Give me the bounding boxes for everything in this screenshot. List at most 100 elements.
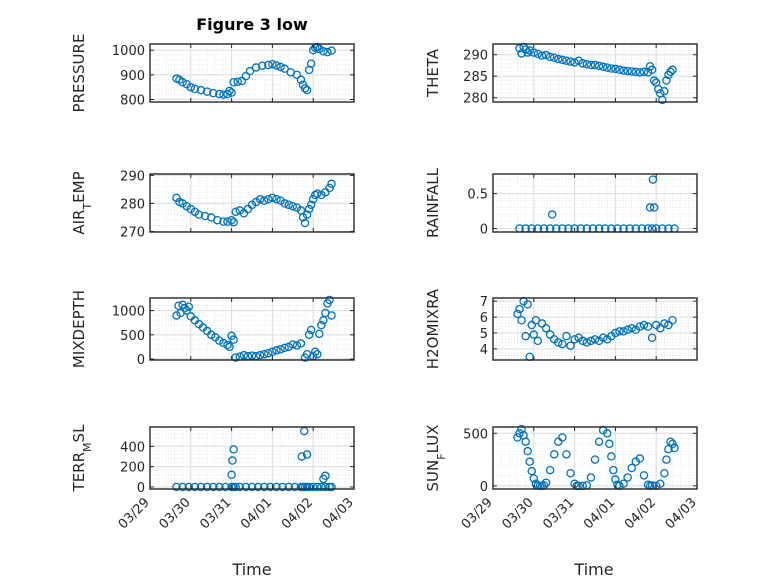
data-point bbox=[525, 457, 534, 466]
axes-box bbox=[492, 426, 698, 490]
data-point bbox=[228, 456, 237, 465]
y-tick-label: 500 bbox=[120, 329, 145, 344]
data-point bbox=[196, 85, 206, 95]
data-point bbox=[313, 349, 322, 359]
y-axis-label: AIRTEMP bbox=[70, 171, 94, 234]
data-point bbox=[631, 67, 641, 77]
data-series bbox=[515, 42, 677, 105]
data-point bbox=[245, 66, 255, 76]
data-series bbox=[172, 426, 336, 492]
data-point bbox=[302, 210, 312, 219]
data-point bbox=[607, 452, 616, 461]
data-point bbox=[664, 444, 673, 454]
data-point bbox=[521, 331, 530, 341]
subplot-air-temp: 270 280 290 AIRTEMP bbox=[70, 169, 355, 240]
y-axis-label-subscript: T bbox=[81, 203, 94, 211]
data-point bbox=[666, 67, 675, 77]
data-point bbox=[623, 325, 632, 335]
y-tick-label: 270 bbox=[120, 225, 145, 240]
axes-box bbox=[149, 426, 355, 490]
data-point bbox=[619, 479, 628, 488]
data-point bbox=[656, 479, 665, 488]
data-point bbox=[225, 86, 234, 96]
data-point bbox=[660, 87, 669, 96]
data-point bbox=[264, 348, 273, 358]
data-point bbox=[302, 450, 312, 459]
data-point bbox=[202, 482, 212, 492]
y-tick-label: 285 bbox=[463, 70, 488, 85]
data-point bbox=[515, 304, 524, 314]
data-point bbox=[280, 343, 289, 353]
data-point bbox=[639, 67, 649, 77]
y-tick-label: 500 bbox=[463, 427, 488, 442]
data-series bbox=[172, 295, 336, 362]
data-point bbox=[537, 51, 547, 60]
data-point bbox=[310, 190, 320, 200]
data-point bbox=[590, 60, 600, 70]
data-point bbox=[523, 48, 532, 57]
data-point bbox=[292, 70, 302, 80]
y-axis-label-part: MIXDEPTH bbox=[70, 290, 88, 368]
data-point bbox=[615, 327, 624, 336]
x-axis-label-left: Time bbox=[231, 560, 271, 579]
data-point bbox=[180, 303, 189, 313]
data-point bbox=[229, 445, 238, 454]
data-point bbox=[566, 341, 575, 350]
data-point bbox=[594, 437, 604, 446]
data-point bbox=[276, 62, 285, 72]
data-point bbox=[668, 316, 677, 325]
data-point bbox=[241, 71, 251, 81]
data-point bbox=[284, 482, 293, 492]
y-axis-label: RAINFALL bbox=[424, 167, 442, 238]
data-point bbox=[327, 482, 336, 492]
subplot-mixdepth: 0 500 1000 MIXDEPTH bbox=[70, 290, 355, 368]
data-point bbox=[251, 63, 261, 72]
data-series bbox=[172, 179, 336, 228]
data-point bbox=[666, 437, 675, 446]
subplot-theta: 280 285 290 THETA bbox=[424, 42, 698, 107]
data-point bbox=[213, 215, 222, 225]
data-point bbox=[660, 319, 669, 328]
y-axis-label-part: EMP bbox=[70, 171, 88, 202]
data-point bbox=[196, 482, 206, 492]
y-axis-label: TERRMSL bbox=[70, 424, 94, 493]
data-point bbox=[586, 60, 596, 70]
data-point bbox=[647, 65, 657, 75]
data-point bbox=[607, 64, 616, 73]
data-point bbox=[321, 482, 330, 492]
data-point bbox=[313, 189, 322, 198]
data-point bbox=[578, 336, 588, 346]
data-point bbox=[278, 482, 287, 492]
data-point bbox=[594, 61, 604, 71]
y-axis-label-subscript: F bbox=[435, 453, 448, 459]
data-point bbox=[578, 59, 588, 68]
subplots: 800 900 1000 PRESSURE 280 285 290 THETA 270 280 29… bbox=[70, 34, 700, 533]
axes-box bbox=[149, 297, 355, 361]
data-point bbox=[582, 59, 592, 69]
data-point bbox=[300, 84, 310, 93]
data-point bbox=[315, 329, 324, 339]
data-point bbox=[268, 59, 277, 69]
data-point bbox=[310, 347, 320, 357]
data-point bbox=[609, 465, 618, 475]
data-point bbox=[306, 59, 316, 68]
y-axis-label-subscript: M bbox=[81, 442, 94, 452]
data-point bbox=[619, 66, 628, 75]
data-point bbox=[304, 204, 314, 214]
data-point bbox=[178, 78, 187, 87]
data-point bbox=[670, 443, 679, 453]
y-tick-label: 200 bbox=[120, 461, 145, 476]
data-point bbox=[513, 309, 522, 319]
y-axis-label: MIXDEPTH bbox=[70, 290, 88, 368]
data-point bbox=[172, 482, 181, 492]
data-point bbox=[233, 77, 242, 87]
data-point bbox=[259, 196, 269, 205]
data-point bbox=[297, 452, 307, 461]
plot-area bbox=[150, 427, 354, 489]
data-point bbox=[523, 446, 532, 456]
y-axis-label-part: PRESSURE bbox=[70, 34, 88, 113]
y-tick-label: 0 bbox=[480, 480, 488, 495]
data-point bbox=[590, 335, 600, 344]
data-point bbox=[529, 330, 539, 339]
data-point bbox=[264, 194, 273, 204]
